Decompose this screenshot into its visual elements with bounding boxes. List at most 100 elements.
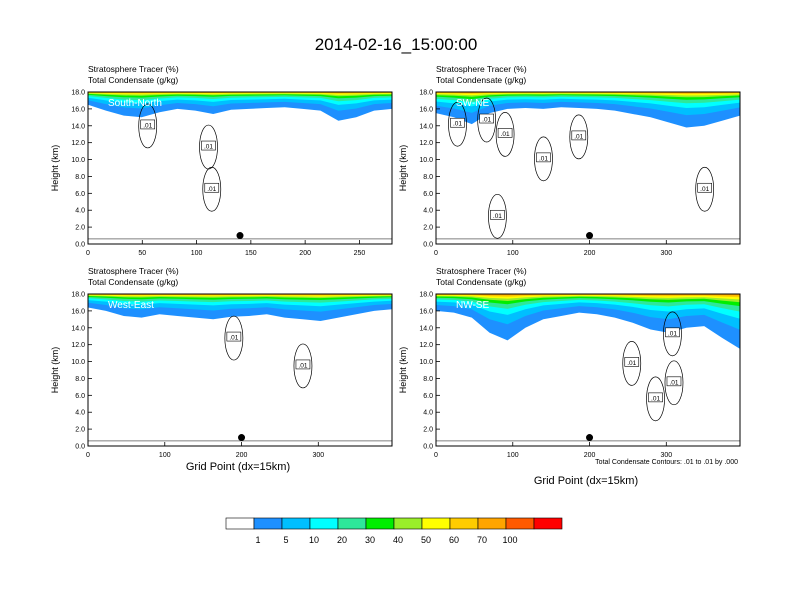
x-axis-label-right: Grid Point (dx=15km) bbox=[534, 475, 638, 487]
x-tick-label: 50 bbox=[138, 250, 146, 257]
y-tick-label: 8.0 bbox=[423, 376, 433, 383]
x-tick-label: 0 bbox=[86, 250, 90, 257]
condensate-contour bbox=[293, 343, 313, 389]
contour-label-box bbox=[624, 357, 640, 367]
contour-label-box bbox=[204, 182, 220, 193]
y-tick-label: 16.0 bbox=[419, 308, 433, 315]
condensate-contour bbox=[534, 136, 553, 182]
y-tick-label: 12.0 bbox=[419, 342, 433, 349]
contour-note: Total Condensate Contours: .01 to .01 by… bbox=[595, 459, 738, 466]
panel-4: .01 .01 .01 .01 NW-SE Stratosphere Tracer (%)… bbox=[398, 266, 741, 459]
y-tick-label: 12.0 bbox=[71, 140, 85, 147]
colorbar-label: 40 bbox=[393, 535, 403, 545]
plot-background bbox=[88, 294, 392, 446]
colorbar-swatch bbox=[309, 517, 339, 530]
y-tick-label: 4.0 bbox=[423, 208, 433, 215]
x-tick-label: 0 bbox=[86, 452, 90, 459]
colorbar-label: 60 bbox=[449, 535, 459, 545]
contour-label-box bbox=[140, 119, 156, 130]
colorbar-swatch bbox=[533, 517, 563, 530]
colorbar-label: 70 bbox=[477, 535, 487, 545]
condensate-contour bbox=[622, 341, 642, 386]
y-tick-label: 10.0 bbox=[419, 359, 433, 366]
y-tick-label: 8.0 bbox=[75, 376, 85, 383]
panel-1: .01 .01 .01 South-North Stratosphere Tracer … bbox=[50, 64, 393, 257]
condensate-contour bbox=[695, 166, 715, 212]
colorbar-label: 20 bbox=[337, 535, 347, 545]
x-tick-label: 250 bbox=[354, 250, 366, 257]
panel-title-condensate: Total Condensate (g/kg) bbox=[436, 75, 526, 85]
x-tick-label: 0 bbox=[434, 250, 438, 257]
y-tick-label: 8.0 bbox=[75, 174, 85, 181]
y-tick-label: 16.0 bbox=[71, 106, 85, 113]
contour-label: .01 bbox=[204, 144, 213, 151]
y-tick-label: 18.0 bbox=[71, 292, 85, 299]
x-tick-label: 100 bbox=[507, 452, 519, 459]
x-tick-label: 200 bbox=[584, 250, 596, 257]
contour-label-box bbox=[536, 152, 551, 163]
colorbar-label: 1 bbox=[255, 535, 260, 545]
contour-label-box bbox=[571, 130, 587, 141]
y-tick-label: 4.0 bbox=[75, 208, 85, 215]
x-tick-label: 200 bbox=[236, 452, 248, 459]
plot-frame bbox=[435, 293, 741, 447]
panel-label: West-East bbox=[108, 300, 154, 311]
x-tick-label: 100 bbox=[191, 250, 203, 257]
colorbar-label: 100 bbox=[502, 535, 517, 545]
contour-label-box bbox=[201, 140, 216, 151]
condensate-contour bbox=[224, 315, 244, 361]
y-tick-label: 4.0 bbox=[75, 410, 85, 417]
y-tick-label: 0.0 bbox=[423, 444, 433, 451]
colorbar-label: 10 bbox=[309, 535, 319, 545]
site-marker bbox=[586, 232, 594, 240]
y-tick-label: 0.0 bbox=[75, 242, 85, 249]
y-tick-label: 2.0 bbox=[75, 427, 85, 434]
x-tick-label: 150 bbox=[245, 250, 257, 257]
panel-title-condensate: Total Condensate (g/kg) bbox=[88, 75, 178, 85]
colorbar-swatch bbox=[477, 517, 507, 530]
contour-label-box bbox=[648, 392, 663, 403]
x-tick-label: 100 bbox=[507, 250, 519, 257]
y-axis-label: Height (km) bbox=[398, 347, 408, 394]
panels: .01 .01 .01 South-North Stratosphere Tracer … bbox=[50, 64, 741, 459]
y-tick-label: 10.0 bbox=[419, 157, 433, 164]
y-tick-label: 18.0 bbox=[71, 90, 85, 97]
colorbar-swatch bbox=[337, 517, 367, 530]
y-tick-label: 12.0 bbox=[71, 342, 85, 349]
x-tick-label: 200 bbox=[584, 452, 596, 459]
colorbar: 1 5 10 20 30 40 50 60 70 100 bbox=[225, 517, 563, 545]
contour-label: .01 bbox=[627, 360, 636, 367]
x-tick-label: 300 bbox=[312, 452, 324, 459]
panel-2: .01 .01 .01 .01 .01 .01 .01 SW-NE Stratosphere T… bbox=[398, 64, 741, 257]
x-tick-label: 300 bbox=[660, 452, 672, 459]
panel-title-tracer: Stratosphere Tracer (%) bbox=[88, 266, 179, 276]
plot-frame bbox=[87, 91, 393, 245]
colorbar-swatch bbox=[365, 517, 395, 530]
colorbar-label: 5 bbox=[283, 535, 288, 545]
y-tick-label: 0.0 bbox=[423, 242, 433, 249]
y-tick-label: 6.0 bbox=[423, 191, 433, 198]
y-tick-label: 18.0 bbox=[419, 292, 433, 299]
panel-title-condensate: Total Condensate (g/kg) bbox=[436, 277, 526, 287]
y-tick-label: 6.0 bbox=[423, 393, 433, 400]
y-tick-label: 4.0 bbox=[423, 410, 433, 417]
contour-label-box bbox=[295, 359, 311, 370]
colorbar-swatch bbox=[421, 517, 451, 530]
plot-area: .01 .01 .01 bbox=[88, 92, 392, 244]
y-tick-label: 14.0 bbox=[71, 123, 85, 130]
plot-area: .01 .01 .01 .01 .01 .01 .01 bbox=[436, 92, 740, 244]
y-tick-label: 16.0 bbox=[71, 308, 85, 315]
y-tick-label: 0.0 bbox=[75, 444, 85, 451]
y-axis-label: Height (km) bbox=[398, 145, 408, 192]
contour-label: .01 bbox=[574, 133, 583, 140]
y-tick-label: 18.0 bbox=[419, 90, 433, 97]
y-tick-label: 6.0 bbox=[75, 393, 85, 400]
panel-3: .01 .01 West-East Stratosphere Tracer (%)To… bbox=[50, 266, 393, 459]
panel-label: South-North bbox=[108, 98, 162, 109]
plot-frame bbox=[87, 293, 393, 447]
y-tick-label: 2.0 bbox=[423, 427, 433, 434]
panel-label: SW-NE bbox=[456, 98, 489, 109]
contour-label: .01 bbox=[482, 117, 491, 124]
y-tick-label: 14.0 bbox=[419, 325, 433, 332]
